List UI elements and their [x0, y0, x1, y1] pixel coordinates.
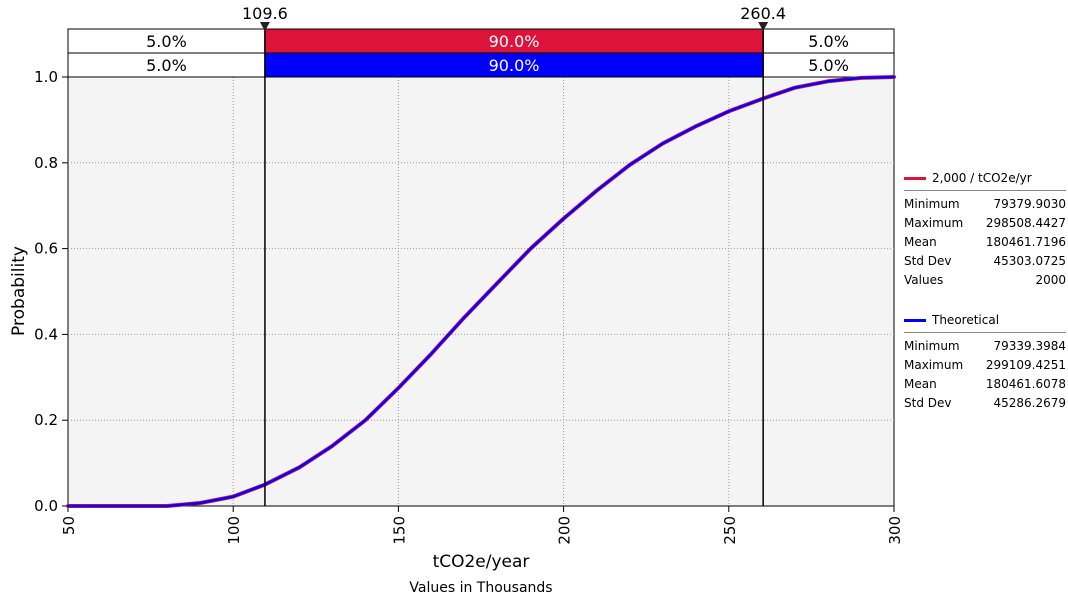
legend-stat-label: Mean	[904, 377, 937, 391]
legend-stat-value: 45303.0725	[993, 254, 1066, 268]
band-middle-label: 90.0%	[489, 32, 540, 51]
y-tick-label: 0.6	[34, 240, 58, 258]
cdf-curves	[66, 75, 896, 508]
legend-stat-label: Minimum	[904, 197, 960, 211]
x-tick-label: 250	[721, 516, 739, 545]
band-left-cell	[67, 28, 266, 54]
legend-stat-label: Mean	[904, 235, 937, 249]
legend-stat-label: Maximum	[904, 358, 964, 372]
legend-swatch-theoretical	[904, 318, 926, 322]
y-tick-label: 0.4	[34, 325, 58, 343]
band-left-cell	[67, 52, 266, 78]
y-tick-label: 0.2	[34, 411, 58, 429]
legend-stat-row: Values 2000	[904, 271, 1066, 290]
legend-stat-label: Std Dev	[904, 396, 952, 410]
x-axis-subtitle: Values in Thousands	[409, 580, 552, 596]
marker-label-right: 260.4	[740, 4, 786, 23]
legend-stat-row: Mean 180461.7196	[904, 233, 1066, 252]
plot-area	[67, 76, 895, 507]
y-tick-label: 1.0	[34, 68, 58, 86]
grid-lines	[68, 77, 894, 506]
x-tick-label: 300	[886, 516, 904, 545]
x-axis-title: tCO2e/year	[433, 552, 530, 572]
legend-label-sample: 2,000 / tCO2e/yr	[932, 171, 1032, 185]
legend-label-theoretical: Theoretical	[932, 313, 1000, 327]
percentile-markers: 109.6 260.4	[242, 4, 786, 506]
x-tick-label: 150	[390, 516, 408, 545]
x-tick-label: 50	[60, 516, 78, 535]
marker-label-left: 109.6	[242, 4, 288, 23]
legend-stat-label: Minimum	[904, 339, 960, 353]
x-tick-label: 200	[556, 516, 574, 545]
marker-handle-left[interactable]	[259, 22, 270, 31]
band-right-label: 5.0%	[808, 56, 849, 75]
legend-stat-value: 180461.7196	[985, 235, 1066, 249]
legend-stat-value: 180461.6078	[985, 377, 1066, 391]
legend-swatch-sample	[904, 176, 926, 180]
percentile-bands: 5.0% 90.0% 5.0% 5.0% 90.0% 5.0%	[67, 28, 895, 78]
legend-stat-row: Minimum 79339.3984	[904, 337, 1066, 356]
axes: 50 100 150 200 250 300 0.0 0.2 0.4 0.6 0.8 1.0	[34, 68, 904, 545]
legend-stat-row: Std Dev 45303.0725	[904, 252, 1066, 271]
band-middle-cell	[264, 52, 764, 78]
y-tick-label: 0.0	[34, 497, 58, 515]
legend-stat-value: 298508.4427	[985, 216, 1066, 230]
x-tick-label: 100	[225, 516, 243, 545]
legend-stat-row: Maximum 298508.4427	[904, 214, 1066, 233]
y-axis-title: Probability	[9, 246, 29, 336]
legend-stat-row: Minimum 79379.9030	[904, 195, 1066, 214]
legend-stat-value: 45286.2679	[993, 396, 1066, 410]
legend-stat-label: Values	[904, 273, 944, 287]
legend-stat-label: Maximum	[904, 216, 964, 230]
legend-stat-row: Std Dev 45286.2679	[904, 394, 1066, 413]
legend-theoretical: Theoretical Minimum 79339.3984 Maximum 2991…	[904, 311, 1066, 413]
legend-stat-row: Mean 180461.6078	[904, 375, 1066, 394]
band-right-label: 5.0%	[808, 32, 849, 51]
legend-sample: 2,000 / tCO2e/yr Minimum 79379.9030 Maximu…	[904, 169, 1066, 290]
band-left-label: 5.0%	[146, 56, 187, 75]
legend-stat-value: 79379.9030	[993, 197, 1066, 211]
series-line-theoretical	[66, 75, 896, 508]
legend-stat-row: Maximum 299109.4251	[904, 356, 1066, 375]
y-tick-label: 0.8	[34, 154, 58, 172]
band-middle-label: 90.0%	[489, 56, 540, 75]
legend-stat-label: Std Dev	[904, 254, 952, 268]
legend-stat-value: 2000	[1035, 273, 1066, 287]
band-left-label: 5.0%	[146, 32, 187, 51]
marker-handle-right[interactable]	[758, 22, 769, 31]
legend-stat-value: 299109.4251	[985, 358, 1066, 372]
legend-stat-value: 79339.3984	[993, 339, 1066, 353]
